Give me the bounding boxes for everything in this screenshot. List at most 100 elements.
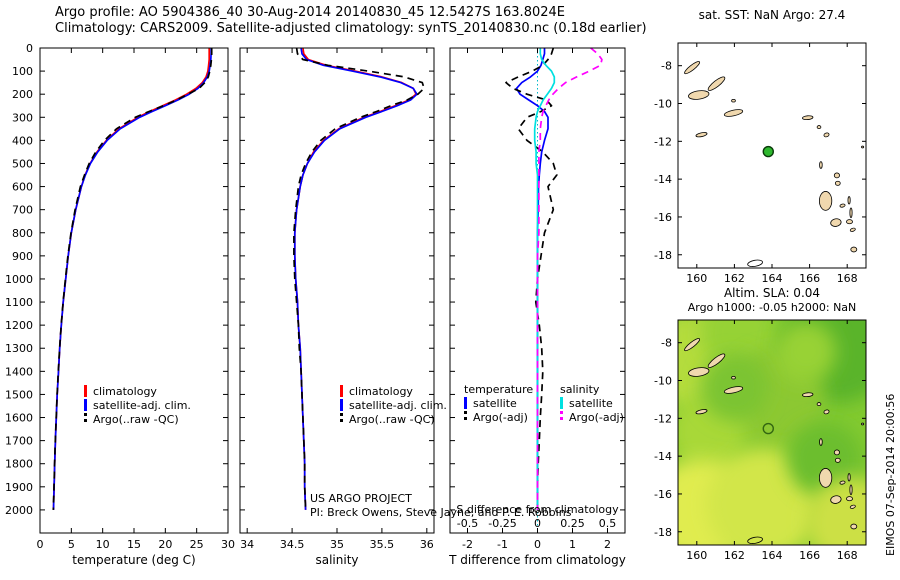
svg-text:1: 1 [569, 538, 576, 551]
satellite-clim-line-key [84, 399, 87, 411]
svg-text:-2: -2 [462, 538, 473, 551]
svg-text:S difference from climatology: S difference from climatology [456, 503, 619, 516]
difference-profile-plot: -2 -1 0 1 2 S difference from climatology-0.5… [448, 47, 626, 567]
diff-legend-temp-argo: Argo(-adj) [464, 411, 560, 425]
argo-raw-line-key [84, 413, 87, 425]
svg-text:0: 0 [37, 538, 44, 551]
svg-text:5: 5 [68, 538, 75, 551]
svg-text:300: 300 [12, 111, 33, 124]
svg-text:-8: -8 [661, 60, 672, 73]
svg-text:34: 34 [240, 538, 254, 551]
svg-text:1000: 1000 [5, 273, 33, 286]
svg-text:30: 30 [221, 538, 235, 551]
legend-entry-satellite-clim: satellite-adj. clim. [340, 399, 447, 413]
temperature-panel-legend: climatology satellite-adj. clim. Argo(..… [84, 385, 191, 427]
svg-text:-10: -10 [654, 375, 672, 388]
svg-text:-14: -14 [654, 450, 672, 463]
svg-text:166: 166 [799, 549, 820, 562]
svg-text:1800: 1800 [5, 458, 33, 471]
svg-text:-14: -14 [654, 173, 672, 186]
svg-text:34.5: 34.5 [280, 538, 305, 551]
svg-text:-0.25: -0.25 [488, 517, 516, 530]
satellite-clim-line-key [340, 399, 343, 411]
svg-text:100: 100 [12, 65, 33, 78]
svg-text:0.5: 0.5 [599, 517, 617, 530]
svg-text:salinity: salinity [315, 553, 358, 567]
diff-legend-temp-satellite: satellite [464, 397, 560, 411]
svg-text:1700: 1700 [5, 435, 33, 448]
svg-text:700: 700 [12, 204, 33, 217]
sst-map-title: sat. SST: NaN Argo: 27.4 [698, 8, 846, 22]
magenta-dashed-line-key [560, 411, 563, 423]
legend-label: Argo(..raw -QC) [349, 413, 435, 426]
svg-text:162: 162 [724, 272, 745, 285]
svg-text:temperature (deg C): temperature (deg C) [72, 553, 195, 567]
timestamp-watermark: EIMOS 07-Sep-2014 20:00:56 [884, 393, 897, 556]
legend-label: satellite [569, 397, 613, 410]
svg-text:-0.5: -0.5 [457, 517, 478, 530]
legend-label: satellite-adj. clim. [93, 399, 191, 412]
svg-text:10: 10 [96, 538, 110, 551]
svg-text:20: 20 [158, 538, 172, 551]
salinity-profile-plot: 34 34.5 35 35.5 36 salinity [239, 47, 435, 567]
argo-heights-title: Argo h1000: -0.05 h2000: NaN [687, 301, 857, 314]
legend-entry-climatology: climatology [84, 385, 191, 399]
legend-label: Argo(-adj) [569, 411, 624, 424]
temperature-profile-plot: 0 5 10 15 20 25 300100200300400500600700800900… [5, 42, 235, 567]
diff-legend-temperature-header: temperature [464, 383, 534, 396]
svg-text:200: 200 [12, 88, 33, 101]
svg-text:-16: -16 [654, 211, 672, 224]
blue-line-key [464, 397, 467, 409]
svg-text:0: 0 [534, 517, 541, 530]
svg-text:T difference from climatology: T difference from climatology [448, 553, 626, 567]
legend-label: Argo(..raw -QC) [93, 413, 179, 426]
diff-legend-sal-argo: Argo(-adj) [560, 411, 648, 425]
svg-text:-12: -12 [654, 135, 672, 148]
legend-entry-argo-raw: Argo(..raw -QC) [340, 413, 447, 427]
sla-heatmap-map: 160 162 164 166 168 -8 -10 -12 -14 -16 -18 [654, 319, 867, 562]
figure-title-line2: Climatology: CARS2009. Satellite-adjuste… [55, 21, 647, 36]
climatology-line-key [84, 385, 87, 397]
sst-location-map: 160 162 164 166 168 -8 -10 -12 -14 -16 -18 [654, 42, 867, 285]
legend-entry-satellite-clim: satellite-adj. clim. [84, 399, 191, 413]
svg-text:-8: -8 [661, 337, 672, 350]
diff-legend-sal-satellite: satellite [560, 397, 648, 411]
legend-label: climatology [93, 385, 157, 398]
diff-legend-salinity-header: salinity [560, 383, 600, 396]
pi-credit-text: PI: Breck Owens, Steve Jayne, and P. E. … [310, 506, 572, 519]
legend-label: satellite-adj. clim. [349, 399, 447, 412]
climatology-line-key [340, 385, 343, 397]
svg-text:166: 166 [799, 272, 820, 285]
svg-text:1300: 1300 [5, 342, 33, 355]
legend-entry-climatology: climatology [340, 385, 447, 399]
salinity-panel-legend: climatology satellite-adj. clim. Argo(..… [340, 385, 447, 427]
svg-text:-18: -18 [654, 526, 672, 539]
svg-text:-1: -1 [497, 538, 508, 551]
svg-text:2: 2 [604, 538, 611, 551]
sla-map-title: Altim. SLA: 0.04 [723, 286, 821, 300]
svg-text:1500: 1500 [5, 388, 33, 401]
svg-text:35.5: 35.5 [370, 538, 395, 551]
svg-text:1900: 1900 [5, 481, 33, 494]
svg-text:600: 600 [12, 181, 33, 194]
svg-text:160: 160 [686, 272, 707, 285]
legend-label: climatology [349, 385, 413, 398]
svg-text:1600: 1600 [5, 412, 33, 425]
svg-text:0: 0 [534, 538, 541, 551]
svg-text:164: 164 [762, 272, 783, 285]
legend-entry-argo-raw: Argo(..raw -QC) [84, 413, 191, 427]
svg-text:1200: 1200 [5, 319, 33, 332]
figure-title-line1: Argo profile: AO 5904386_40 30-Aug-2014 … [55, 5, 565, 20]
svg-text:2000: 2000 [5, 504, 33, 517]
svg-text:400: 400 [12, 134, 33, 147]
us-argo-project-text: US ARGO PROJECT [310, 492, 412, 505]
difference-panel-legend: temperature salinity satellite satellite… [464, 383, 648, 425]
svg-text:800: 800 [12, 227, 33, 240]
svg-text:36: 36 [420, 538, 434, 551]
legend-label: satellite [473, 397, 517, 410]
black-dashed-line-key [464, 411, 467, 423]
svg-text:900: 900 [12, 250, 33, 263]
svg-text:0: 0 [26, 42, 33, 55]
svg-text:0.25: 0.25 [560, 517, 585, 530]
svg-text:164: 164 [762, 549, 783, 562]
